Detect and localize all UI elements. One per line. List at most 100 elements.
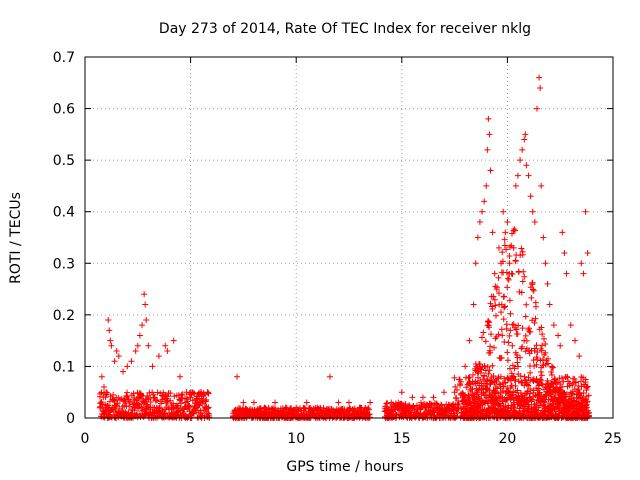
data-point [525,403,532,410]
data-point [486,131,493,138]
data-point [562,393,569,400]
data-point [529,377,536,384]
data-point [505,275,512,282]
data-point [521,401,528,408]
data-point [527,329,534,336]
data-point [533,406,540,413]
data-point [515,378,522,385]
data-point [537,377,544,384]
data-point [512,258,519,265]
data-point [507,327,514,334]
data-point [520,268,527,275]
data-point [523,381,530,388]
data-point [491,270,498,277]
data-point [511,227,518,234]
data-point [441,389,448,396]
data-point [536,389,543,396]
data-point [478,386,485,393]
data-point [539,331,546,338]
data-point [356,404,363,411]
data-point [366,414,373,421]
data-point [482,389,489,396]
data-point [538,347,545,354]
data-point [170,337,177,344]
data-point [475,374,482,381]
data-point [190,409,197,416]
data-point [104,389,111,396]
data-point [538,324,545,331]
data-point [471,395,478,402]
data-point [293,404,300,411]
data-point [531,319,538,326]
data-point [526,394,533,401]
data-point [143,401,150,408]
data-point [154,397,161,404]
data-point [505,339,512,346]
data-point [476,361,483,368]
data-point [204,389,211,396]
data-point [157,400,164,407]
data-point [542,260,549,267]
data-point [480,329,487,336]
data-point [559,375,566,382]
data-point [503,414,510,421]
data-point [548,369,555,376]
data-point [406,402,413,409]
data-point [470,371,477,378]
data-point [509,391,516,398]
data-point [198,389,205,396]
data-point [514,363,521,370]
data-point [383,400,390,407]
data-point [499,387,506,394]
x-tick-label: 15 [393,431,411,447]
data-point [483,380,490,387]
y-tick-label: 0.7 [53,50,75,66]
data-point [481,372,488,379]
data-point [510,388,517,395]
data-point [517,252,524,259]
data-point [546,301,553,308]
x-tick-label: 10 [287,431,305,447]
data-point [523,301,530,308]
data-point [419,394,426,401]
data-point [167,397,174,404]
data-point [153,397,160,404]
data-point [550,364,557,371]
data-point [522,332,529,339]
data-point [551,394,558,401]
data-point [559,229,566,236]
data-point [476,219,483,226]
data-points [96,74,593,421]
data-point [465,392,472,399]
data-point [170,400,177,407]
data-point [489,305,496,312]
data-point [150,391,157,398]
data-point [585,392,592,399]
data-point [485,115,492,122]
data-point [517,389,524,396]
y-tick-label: 0.6 [53,102,75,118]
data-point [457,378,464,385]
data-point [530,378,537,385]
data-point [557,400,564,407]
data-point [481,362,488,369]
data-point [583,383,590,390]
data-point [136,332,143,339]
data-point [101,384,108,391]
data-point [578,260,585,267]
data-point [494,406,501,413]
data-point [584,383,591,390]
data-point [530,287,537,294]
data-point [486,319,493,326]
data-point [521,273,528,280]
data-point [128,358,135,365]
data-point [513,389,520,396]
y-tick-label: 0.5 [53,153,75,169]
data-point [493,286,500,293]
data-point [495,274,502,281]
data-point [134,342,141,349]
data-point [454,410,461,417]
data-point [550,322,557,329]
data-point [142,406,149,413]
